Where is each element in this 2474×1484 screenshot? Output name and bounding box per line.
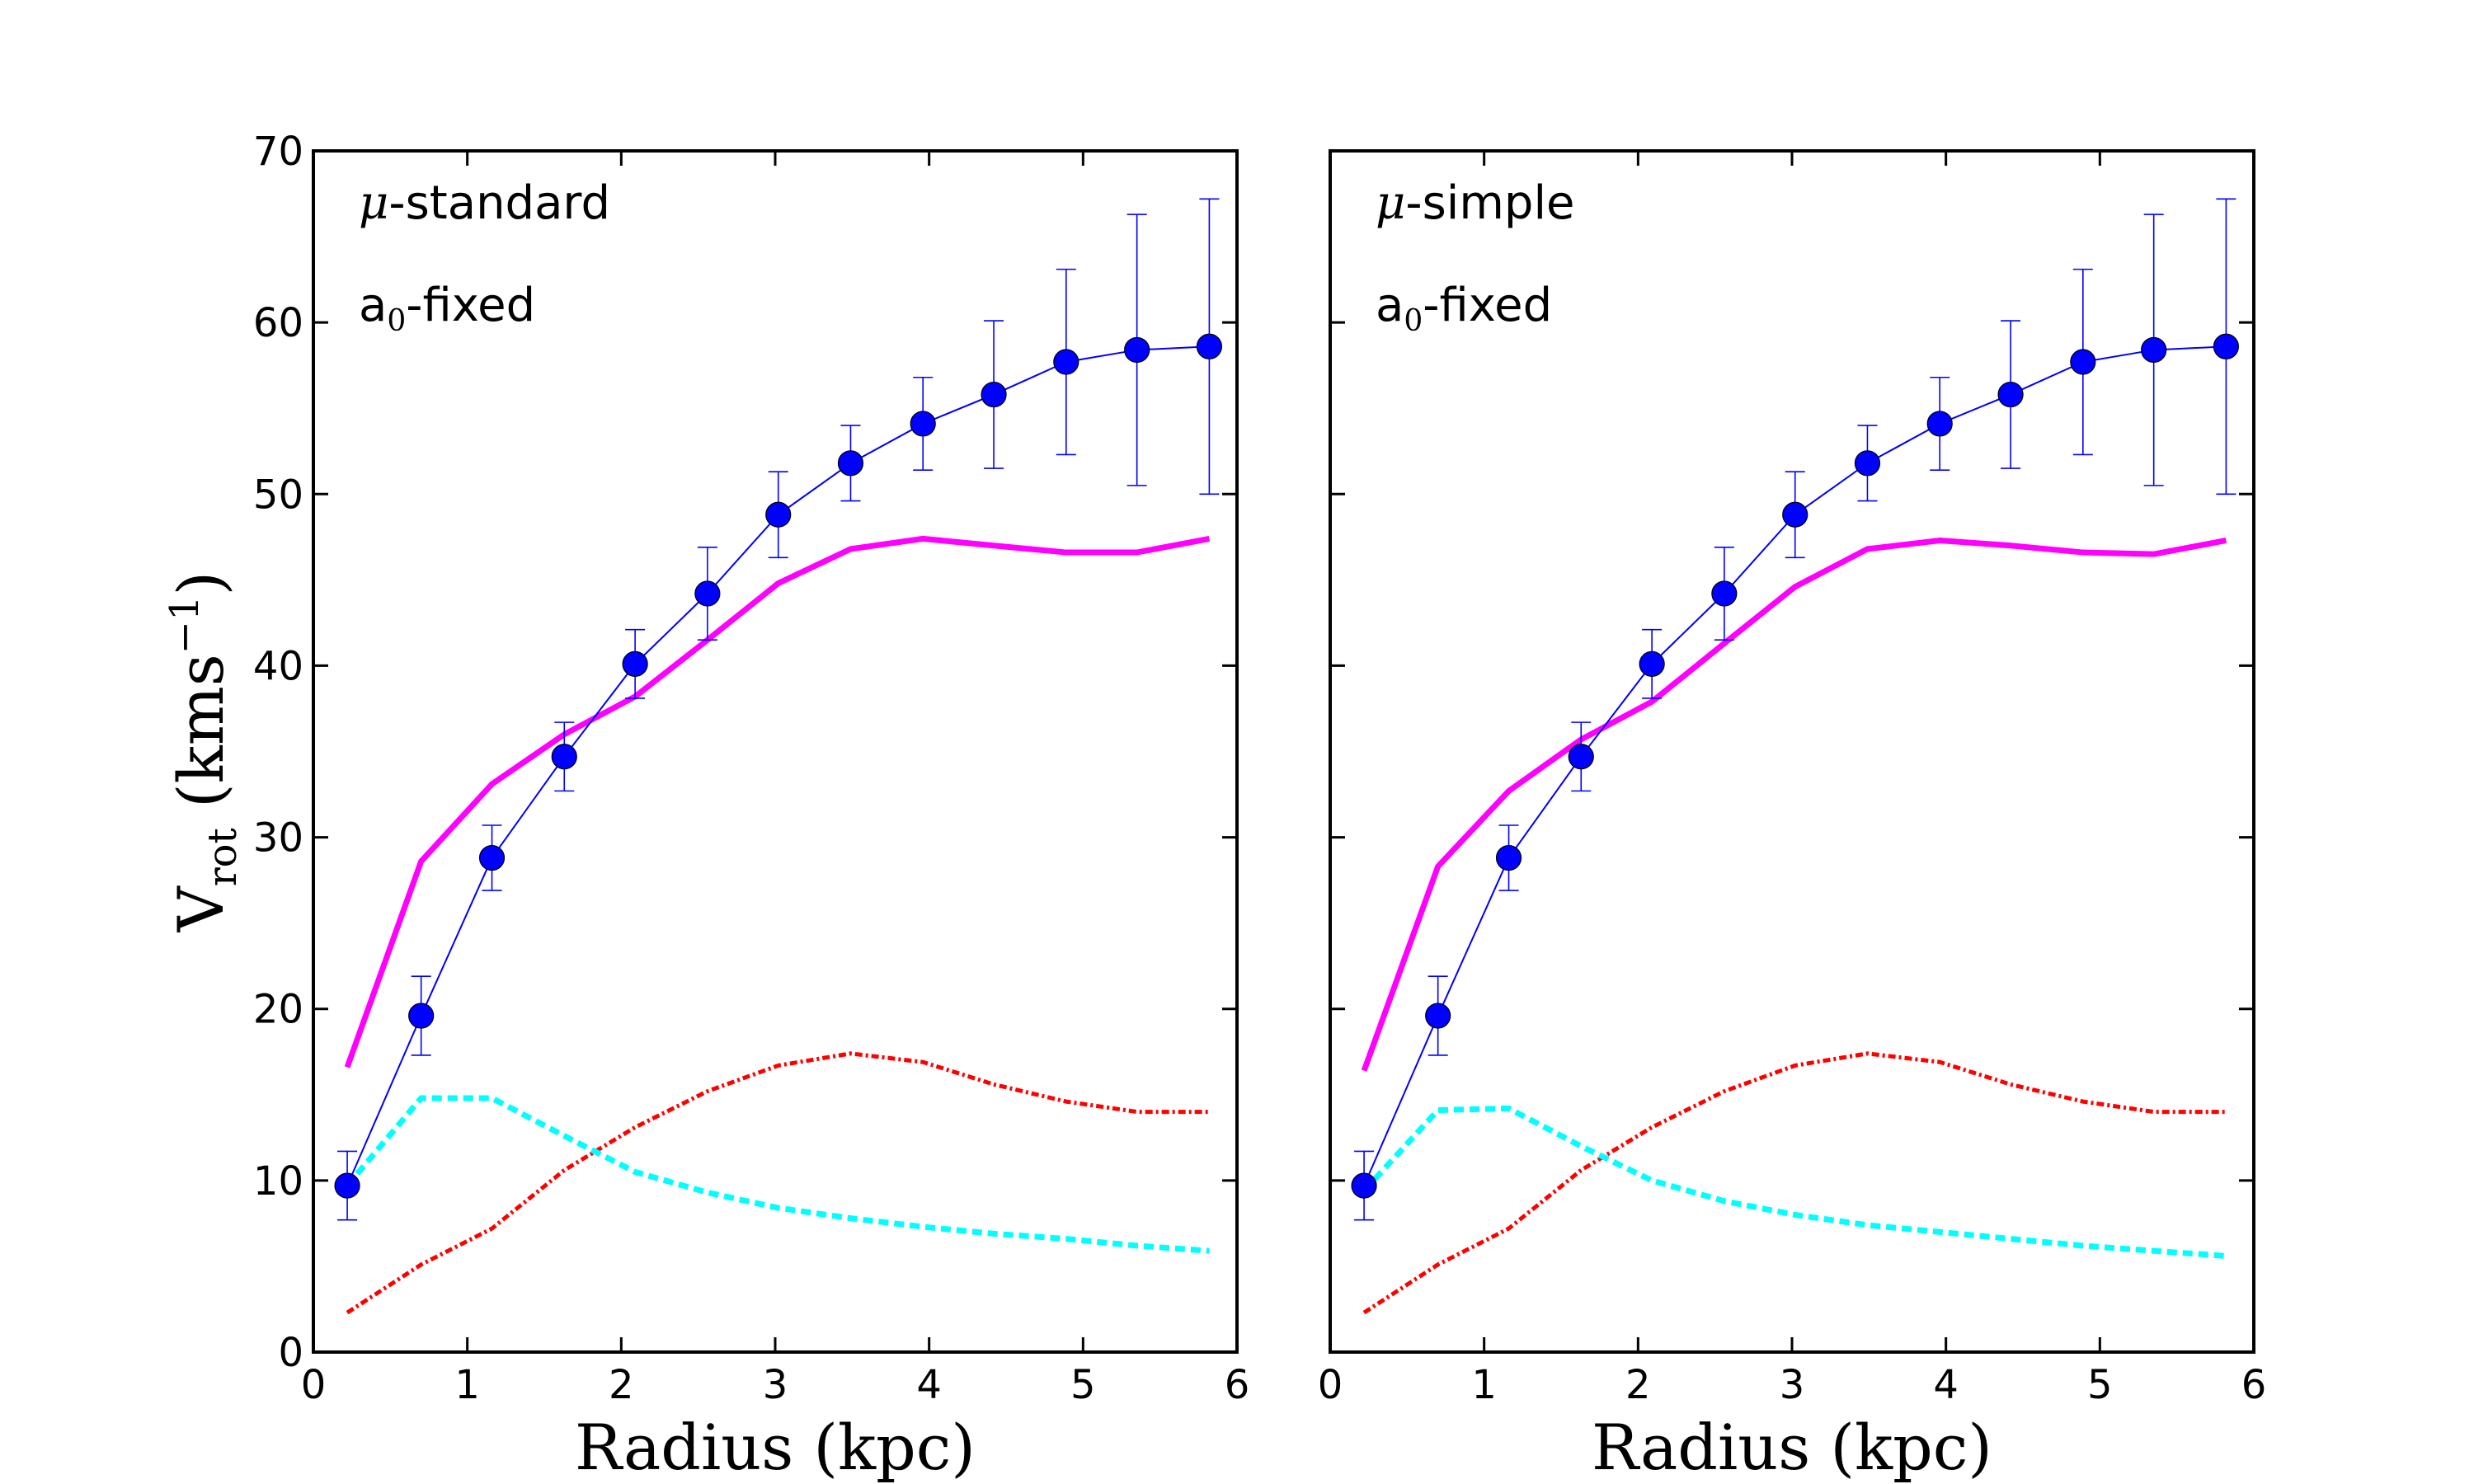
data-point (408, 1003, 435, 1029)
a-base: a (359, 279, 387, 332)
series-mond-total (1361, 537, 2227, 1072)
stars-line (1362, 1105, 2227, 1259)
mu-text: -standard (388, 176, 610, 230)
series-observed (1351, 198, 2239, 1221)
x-tick-label: 2 (1625, 1362, 1651, 1408)
series-stars (1362, 1105, 2227, 1259)
y-axis-label: Vrot (kms−1) (162, 571, 246, 932)
x-axis-label: Radius (kpc) (1592, 1411, 1992, 1484)
y-tick-label: 30 (253, 815, 303, 862)
data-point (551, 744, 577, 770)
axis-ticks: 0 1 2 3 4 5 6 (1318, 149, 2267, 1408)
plot-frame (1329, 149, 2255, 1354)
x-tick-label: 3 (763, 1362, 788, 1408)
data-point (1053, 349, 1079, 375)
mu-symbol: μ (359, 176, 388, 230)
a0-text: -fixed (406, 279, 535, 332)
annotation-a0: a0-fixed (1376, 279, 1552, 338)
y-tick-label: 20 (253, 987, 303, 1033)
data-point (1782, 501, 1808, 528)
x-tick-label: 1 (1471, 1362, 1497, 1408)
mu-symbol: μ (1376, 176, 1405, 230)
ylabel-unit: (kms (164, 654, 238, 828)
x-tick-label: 0 (1318, 1362, 1343, 1408)
y-tick-label: 10 (253, 1158, 303, 1205)
data-point (1854, 450, 1881, 477)
ylabel-sup: −1 (162, 595, 208, 654)
x-tick-label: 2 (609, 1362, 634, 1408)
panel-left: 0 1 2 3 4 5 6010203040506070μ-standarda0-fixed… (162, 129, 1249, 1484)
a-base: a (1376, 279, 1404, 332)
mu-text: -simple (1405, 176, 1574, 230)
ylabel-sub: rot (200, 828, 246, 886)
x-tick-label: 5 (2087, 1362, 2113, 1408)
data-point (1425, 1003, 1451, 1029)
y-tick-label: 60 (253, 300, 303, 346)
a-subscript: 0 (387, 304, 406, 338)
data-point (1711, 580, 1738, 607)
x-axis-label: Radius (kpc) (575, 1411, 976, 1484)
data-point (1639, 650, 1665, 677)
y-tick-label: 0 (278, 1330, 303, 1376)
gas-line (1362, 1051, 2227, 1315)
stars-line (345, 1095, 1210, 1254)
x-tick-label: 5 (1070, 1362, 1096, 1408)
data-point (765, 501, 792, 528)
series-gas (346, 1051, 1210, 1315)
data-point (910, 411, 936, 437)
data-point (1196, 333, 1223, 359)
gas-line (346, 1051, 1210, 1315)
data-point (694, 580, 721, 607)
ylabel-close: ) (164, 571, 238, 596)
data-point (1495, 844, 1522, 871)
data-point (1124, 336, 1150, 364)
data-point (478, 844, 506, 871)
data-point (2070, 349, 2096, 375)
series-observed (334, 198, 1223, 1221)
series-stars (345, 1095, 1210, 1254)
data-point (837, 450, 864, 477)
data-point (2141, 336, 2167, 364)
data-point (1568, 744, 1594, 770)
data-point (1926, 411, 1953, 437)
data-point (2213, 333, 2239, 359)
annotation-mu: μ-standard (359, 176, 610, 230)
annotation-mu: μ-simple (1376, 176, 1574, 230)
x-tick-label: 6 (2241, 1362, 2267, 1408)
a-subscript: 0 (1404, 304, 1423, 338)
y-tick-label: 40 (253, 643, 303, 689)
x-tick-label: 6 (1225, 1362, 1250, 1408)
data-point (1997, 381, 2024, 408)
x-tick-label: 4 (916, 1362, 942, 1408)
y-tick-label: 50 (253, 472, 303, 518)
x-tick-label: 4 (1933, 1362, 1959, 1408)
annotation-a0: a0-fixed (359, 279, 535, 338)
series-mond-total (344, 535, 1211, 1068)
data-point (1351, 1172, 1377, 1199)
ylabel-main: V (164, 885, 238, 932)
x-tick-label: 1 (454, 1362, 480, 1408)
plot-frame (312, 149, 1239, 1354)
mond-total-line (1361, 537, 2227, 1072)
x-tick-label: 3 (1780, 1362, 1805, 1408)
series-gas (1362, 1051, 2227, 1315)
data-point (981, 381, 1007, 408)
data-point (622, 650, 648, 677)
mond-total-line (344, 535, 1211, 1068)
data-point (334, 1172, 360, 1199)
y-tick-label: 70 (253, 129, 303, 175)
x-tick-label: 0 (301, 1362, 327, 1408)
a0-text: -fixed (1423, 279, 1552, 332)
